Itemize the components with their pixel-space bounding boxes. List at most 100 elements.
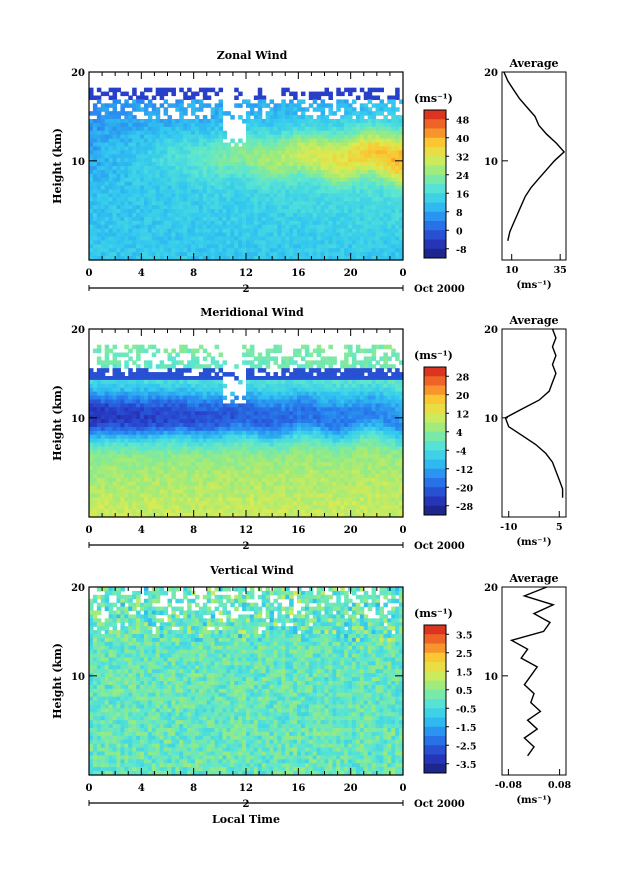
profile-line bbox=[504, 328, 564, 498]
date-label: Oct 2000 bbox=[414, 799, 465, 810]
profile-frame bbox=[501, 328, 567, 518]
colorbar-tick-label: 24 bbox=[456, 171, 470, 182]
x-tick-label: 0 bbox=[86, 268, 93, 279]
profile-y-tick-label: 20 bbox=[484, 583, 498, 594]
profile-y-tick-label: 10 bbox=[484, 672, 498, 683]
x-tick-label: 16 bbox=[291, 268, 305, 279]
panel-title: Meridional Wind bbox=[200, 306, 304, 319]
profile-x-tick-label: 35 bbox=[554, 265, 567, 276]
colorbar-tick-label: 32 bbox=[456, 152, 469, 163]
colorbar-units: (ms⁻¹) bbox=[414, 607, 453, 620]
average-profile: Average 10 20 -10 5 (ms⁻¹) bbox=[484, 314, 567, 548]
colorbar-tick-label: -20 bbox=[456, 483, 474, 494]
x-tick-label: 12 bbox=[239, 268, 253, 279]
colorbar-units: (ms⁻¹) bbox=[414, 349, 453, 362]
panel-title: Zonal Wind bbox=[217, 49, 288, 62]
date-label: Oct 2000 bbox=[414, 284, 465, 295]
x-tick-label: 4 bbox=[138, 268, 145, 279]
colorbar-tick-label: 1.5 bbox=[456, 667, 473, 678]
y-axis-label: Height (km) bbox=[51, 128, 64, 204]
x-tick-label: 20 bbox=[344, 783, 358, 794]
x-tick-label: 8 bbox=[190, 268, 197, 279]
colorbar-tick-label: 3.5 bbox=[456, 630, 473, 641]
x-tick-label: 0 bbox=[86, 783, 93, 794]
profile-x-tick-label: -0.08 bbox=[495, 780, 522, 791]
y-axis-label: Height (km) bbox=[51, 643, 64, 719]
colorbar-units: (ms⁻¹) bbox=[414, 92, 453, 105]
profile-y-tick-label: 10 bbox=[484, 414, 498, 425]
heatmap-field bbox=[89, 587, 404, 776]
colorbar-tick-label: 2.5 bbox=[456, 649, 473, 660]
x-tick-label: 12 bbox=[239, 783, 253, 794]
average-profile: Average 10 20 10 35(ms⁻¹) bbox=[484, 57, 567, 291]
day-label: 2 bbox=[243, 284, 250, 295]
profile-title: Average bbox=[508, 314, 558, 327]
x-tick-label: 20 bbox=[344, 268, 358, 279]
profile-x-label: (ms⁻¹) bbox=[516, 537, 551, 548]
y-tick-label: 20 bbox=[71, 68, 85, 79]
colorbar-tick-label: 16 bbox=[456, 189, 470, 200]
average-profile: Average 10 20 -0.08 0.08 (ms⁻¹) bbox=[484, 572, 571, 806]
profile-x-label: (ms⁻¹) bbox=[516, 280, 551, 291]
heatmap-field bbox=[89, 344, 404, 518]
x-tick-label: 16 bbox=[291, 525, 305, 536]
colorbar-tick-label: 20 bbox=[456, 391, 470, 402]
colorbar-tick-label: -12 bbox=[456, 465, 473, 476]
colorbar-tick-label: 48 bbox=[456, 115, 470, 126]
profile-x-tick-label: 0.08 bbox=[548, 780, 572, 791]
x-tick-label: 8 bbox=[190, 525, 197, 536]
profile-y-tick-label: 10 bbox=[484, 157, 498, 168]
y-tick-label: 10 bbox=[71, 414, 85, 425]
colorbar-tick-label: -8 bbox=[456, 245, 467, 256]
day-label: 2 bbox=[243, 541, 250, 552]
colorbar bbox=[424, 625, 446, 774]
y-axis-label: Height (km) bbox=[51, 385, 64, 461]
profile-y-tick-label: 20 bbox=[484, 68, 498, 79]
x-axis-label: Local Time bbox=[212, 813, 280, 826]
panel-title: Vertical Wind bbox=[209, 564, 294, 577]
y-tick-label: 10 bbox=[71, 157, 85, 168]
profile-x-tick-label: 5 bbox=[556, 522, 563, 533]
day-label: 2 bbox=[243, 799, 250, 810]
y-tick-label: 20 bbox=[71, 325, 85, 336]
colorbar-tick-label: 0 bbox=[456, 226, 463, 237]
colorbar-tick-label: -1.5 bbox=[456, 723, 476, 734]
colorbar bbox=[424, 367, 446, 516]
colorbar-tick-label: 4 bbox=[456, 428, 463, 439]
x-tick-label: 0 bbox=[400, 268, 407, 279]
colorbar-tick-label: -3.5 bbox=[456, 760, 476, 771]
x-tick-label: 16 bbox=[291, 783, 305, 794]
profile-x-tick-label: 10 bbox=[505, 265, 519, 276]
colorbar bbox=[424, 110, 446, 259]
colorbar-tick-label: -28 bbox=[456, 502, 474, 513]
x-tick-label: 0 bbox=[86, 525, 93, 536]
panel-1: Meridional Wind Height (km) 10 20 0 4 8 12 16 20 0… bbox=[51, 306, 567, 552]
profile-line bbox=[509, 586, 556, 757]
x-tick-label: 20 bbox=[344, 525, 358, 536]
profile-line bbox=[503, 71, 566, 241]
date-label: Oct 2000 bbox=[414, 541, 465, 552]
colorbar-frame bbox=[423, 109, 447, 259]
y-tick-label: 20 bbox=[71, 583, 85, 594]
profile-frame bbox=[501, 586, 567, 776]
profile-y-tick-label: 20 bbox=[484, 325, 498, 336]
colorbar-frame bbox=[423, 366, 447, 516]
colorbar-tick-label: -0.5 bbox=[456, 704, 476, 715]
heatmap-field bbox=[89, 87, 404, 261]
colorbar-tick-label: -4 bbox=[456, 446, 467, 457]
x-tick-label: 0 bbox=[400, 525, 407, 536]
x-tick-label: 4 bbox=[138, 525, 145, 536]
colorbar-tick-label: 12 bbox=[456, 409, 469, 420]
colorbar-tick-label: 40 bbox=[456, 134, 470, 145]
colorbar-tick-label: 0.5 bbox=[456, 686, 473, 697]
colorbar-tick-label: 8 bbox=[456, 208, 463, 219]
colorbar-frame bbox=[423, 624, 447, 774]
profile-x-label: (ms⁻¹) bbox=[516, 795, 551, 806]
colorbar-tick-label: 28 bbox=[456, 372, 470, 383]
profile-title: Average bbox=[508, 572, 558, 585]
x-tick-label: 4 bbox=[138, 783, 145, 794]
y-tick-label: 10 bbox=[71, 672, 85, 683]
profile-title: Average bbox=[508, 57, 558, 70]
